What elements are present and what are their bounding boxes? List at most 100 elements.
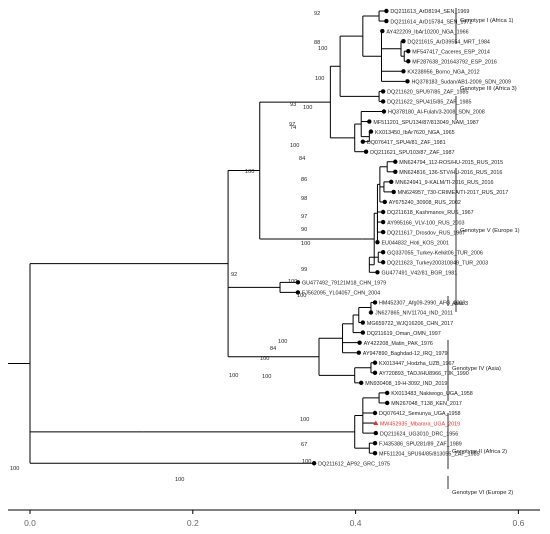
support-value: 97 [301, 214, 307, 220]
tip-dot [380, 209, 386, 215]
tree-branches [8, 10, 409, 464]
tip-label: FJ435386_SPU281/89_ZAF_1989 [379, 441, 462, 447]
tip-label: MG659722_WJQ16206_CHN_2017 [367, 321, 453, 327]
tip-label: DQ211613_ArD8194_SEN_1969 [390, 9, 469, 15]
tip-label: KX013483_Nakiwogo_UGA_1958 [391, 391, 473, 397]
tip-label: MN624794_112-ROS/HU-2015_RUS_2015 [399, 160, 503, 166]
support-value: 74 [290, 125, 296, 131]
tip-label: DQ211618_Kashmanov_RUS_1967 [387, 210, 474, 216]
support-value: 100 [302, 459, 311, 465]
tip-dot [295, 290, 301, 295]
tip-label: DQ076417_SPU4/81_ZAF_1981 [367, 140, 446, 146]
tip-label: MW452935_Mbarara_UGA_2019 [380, 421, 460, 427]
tip-dot [381, 109, 387, 114]
tip-dot [367, 119, 372, 124]
clade-label: Genotype V (Europe 1) [460, 228, 520, 234]
tip-label: MN624816_136-STV/HU-2016_RUS_2016 [399, 170, 502, 176]
tip-dot [372, 410, 378, 416]
tip-dot [357, 340, 362, 345]
support-value: 100 [303, 105, 312, 111]
tip-label: AY422209_IbAr10200_NGA_1966 [386, 29, 468, 35]
tip-label: DQ211624_UG3010_DRC_1956 [380, 431, 458, 437]
tip-label: AY422208_Matin_PAK_1976 [364, 341, 433, 347]
tip-dot [405, 79, 410, 84]
tip-dot [373, 430, 379, 436]
support-value: 100 [245, 169, 254, 175]
support-value: 86 [301, 177, 307, 183]
tip-dot [406, 49, 411, 54]
tip-label: AY995166_VLV-100_RUS_2003 [387, 220, 464, 226]
tip-dot [401, 69, 406, 74]
tip-label: FJ562095_YL04057_CHN_2004 [302, 291, 380, 297]
support-value: 100 [290, 143, 299, 149]
tip-dot [368, 310, 374, 315]
support-value: 100 [262, 374, 271, 380]
support-value: 100 [297, 293, 306, 299]
tip-dot [372, 451, 378, 456]
tip-dot [384, 400, 390, 406]
tip-dot [380, 89, 386, 94]
tip-label: DQ211615_ArD39554_MRT_1984 [407, 39, 490, 45]
tip-label: HQ378183_Sudan/AB1-2009_SDN_2009 [411, 80, 511, 86]
tip-label: HM452307_Afg09-2990_AFG_2009 [379, 301, 465, 307]
clade-label: Asia 3 [452, 301, 468, 307]
support-value: 67 [301, 442, 307, 448]
tip-dot [360, 139, 366, 144]
support-value: 100 [288, 279, 297, 285]
tip-label: MN930408_19-H-3092_IND_2019 [365, 381, 447, 387]
tip-label: HQ378180_Al-Fulah/3-2008_SDN_2008 [388, 110, 485, 116]
clade-label: Genotype IV (Asia) [452, 366, 501, 372]
support-value: 84 [299, 156, 305, 162]
tip-label: DQ211621_SPU103/87_ZAF_1987 [370, 150, 454, 156]
support-value: 93 [290, 102, 296, 108]
tip-label: DQ211623_Turkey200310849_TUR_2003 [387, 260, 488, 266]
tip-label: DQ211619_Oman_OMN_1997 [367, 331, 441, 337]
tip-dot [391, 189, 396, 195]
support-value: 84 [270, 346, 276, 352]
axis-tick-label: 0.4 [350, 518, 362, 528]
support-value: 100 [300, 417, 309, 423]
distance-axis: 0.0 0.2 0.4 0.6 [8, 509, 540, 528]
tip-label: MN624941_9-KALM/TI-2016_RUS_2016 [395, 180, 493, 186]
tip-label: AY675240_30908_RUS_2002 [389, 200, 461, 206]
tip-label: GQ337055_Turkey-Kelkit06_TUR_2006 [387, 250, 483, 256]
tip-label: MF511204_SPU94/85/813055_ZAF_1985 [379, 451, 480, 457]
support-value: 100 [10, 466, 19, 472]
tip-dot [363, 149, 369, 154]
highlight-triangle-icon [373, 420, 379, 426]
support-value: 88 [314, 40, 320, 46]
tip-dot [372, 360, 378, 365]
clade-label: Genotype III (Africa 3) [460, 86, 517, 92]
support-value: 98 [301, 196, 307, 202]
tip-dot [295, 280, 301, 285]
tip-label: MN624957_730-CRIMEA/TI-2017_RUS_2017 [398, 190, 509, 196]
tip-dot [384, 18, 389, 24]
tip-label: DQ211614_ArD15784_SEN_1972 [390, 19, 472, 25]
tip-dot [380, 250, 386, 255]
axis-tick-label: 0.2 [187, 518, 199, 528]
tip-label: MF547417_Caceres_ESP_2014 [412, 49, 490, 55]
support-value: 100 [315, 76, 324, 82]
tip-dot [356, 350, 361, 355]
tip-dot [375, 239, 380, 245]
tip-dot [384, 390, 390, 396]
support-value: 90 [301, 227, 307, 233]
tip-dot [406, 59, 411, 64]
tip-dot [380, 99, 386, 104]
tip-dot [393, 169, 398, 174]
tip-label: EU044832_Hoti_KOS_2001 [381, 240, 448, 246]
tip-label: KX013450_IbAr7620_NGA_1965 [375, 130, 455, 136]
tip-dot [359, 380, 364, 386]
tip-dot [380, 28, 385, 34]
support-value: 92 [314, 11, 320, 17]
tip-dot [380, 229, 386, 235]
tip-label: KX238956_Borno_NGA_2012 [407, 70, 479, 76]
tip-dot [389, 179, 394, 185]
tip-label: GU477491_V42/81_BGR_1981 [381, 271, 457, 277]
tip-dot [360, 330, 366, 335]
tip-dot [372, 370, 378, 375]
support-value: 99 [301, 267, 307, 273]
support-value: 100 [260, 356, 269, 362]
support-value: 100 [318, 46, 327, 52]
tip-label: MF287638_201643792_ESP_2016 [412, 59, 497, 65]
